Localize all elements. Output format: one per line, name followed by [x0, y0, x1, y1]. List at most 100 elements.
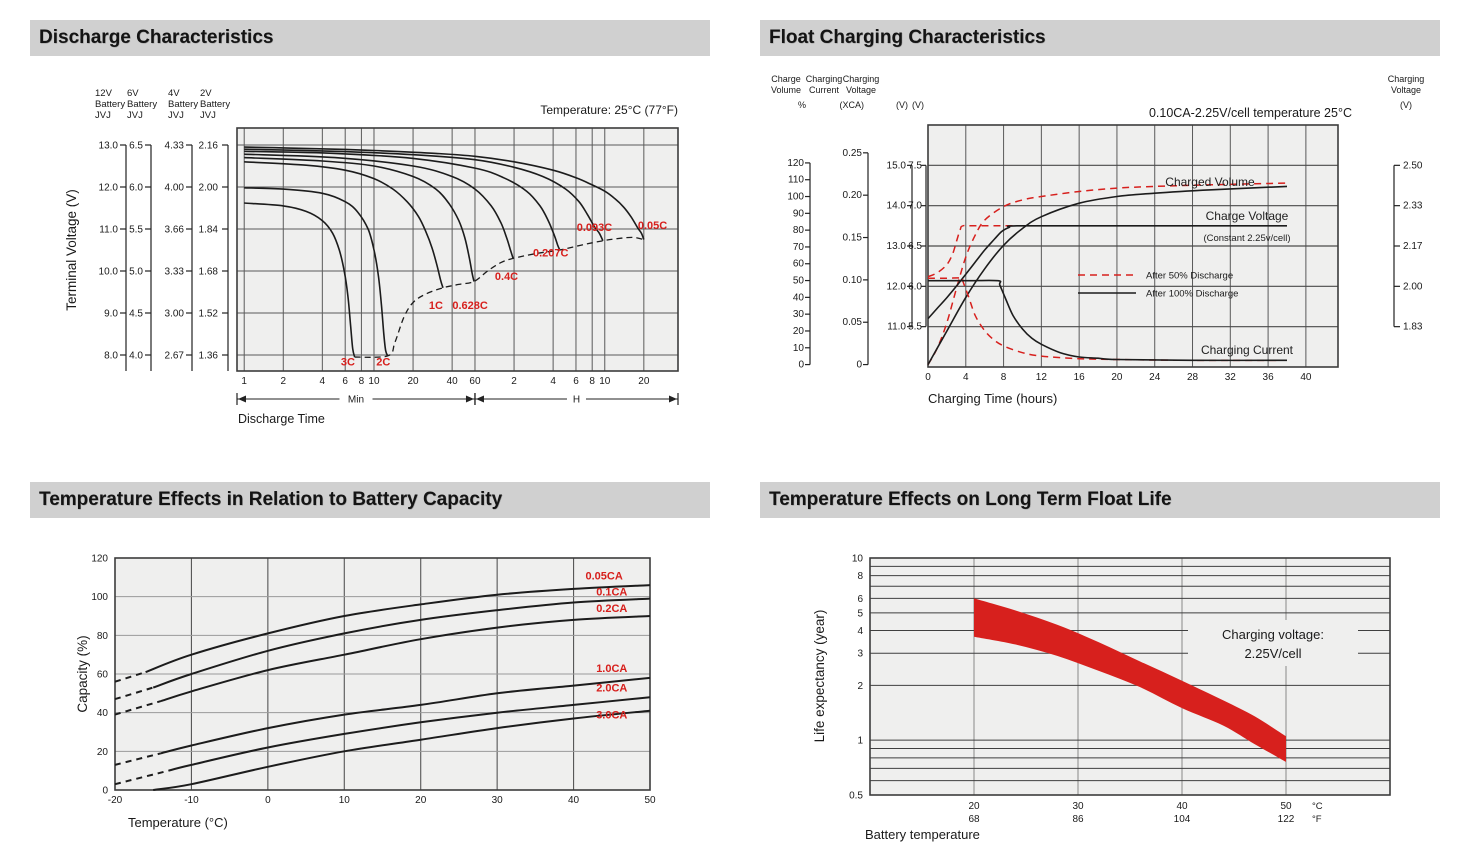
- scale-header: Voltage: [1391, 85, 1421, 95]
- scale-value: 0.20: [843, 190, 863, 201]
- scale-value: 30: [793, 309, 805, 320]
- x-axis-label: Temperature (°C): [128, 815, 228, 830]
- x-tick-label: 8: [359, 376, 365, 387]
- x-tick-label: 50: [644, 795, 656, 806]
- x-axis-label: Charging Time (hours): [928, 391, 1057, 406]
- panel-float-charging: Charged Volume Charge Voltage (Constant 2.…: [760, 20, 1466, 460]
- scale-value: 5.0: [129, 267, 143, 278]
- x-tick-label: 16: [1074, 372, 1086, 383]
- discharge-curve-0.093C: [244, 148, 604, 242]
- chart-label: (Constant 2.25v/cell): [1203, 233, 1290, 244]
- scale-value: 20: [793, 326, 805, 337]
- y-axis-label: Capacity (%): [75, 635, 90, 712]
- scale-value: 8.0: [104, 351, 118, 362]
- x-tick-label: 36: [1263, 372, 1275, 383]
- y-axis-label: Terminal Voltage (V): [64, 189, 79, 311]
- y-tick-label: 0.5: [849, 791, 863, 802]
- capacity-curve-dashed-0.05CA: [114, 671, 146, 683]
- y-tick-label: 20: [97, 747, 109, 758]
- y-axis-label: Life expectancy (year): [812, 610, 827, 743]
- rate-label-1.0CA: 1.0CA: [596, 663, 627, 675]
- annotation-line: 2.25V/cell: [1244, 646, 1301, 661]
- rate-label-0.2CA: 0.2CA: [596, 603, 627, 615]
- x-unit-fahrenheit: °F: [1312, 814, 1322, 825]
- scale-value: 4.0: [129, 351, 143, 362]
- life-expectancy-band: [974, 598, 1286, 762]
- y-tick-label: 10: [852, 554, 864, 565]
- curve-charged-volume-after-100-discharge: [927, 185, 1288, 365]
- scale-header: JVJ: [200, 110, 216, 121]
- scale-value: 1.36: [199, 351, 219, 362]
- scale-header: JVJ: [95, 110, 111, 121]
- y-tick-label: 4: [857, 626, 863, 637]
- curve-charged-volume-after-50-discharge: [927, 182, 1288, 365]
- rate-label-0.207C: 0.207C: [533, 247, 569, 259]
- scale-value: 80: [793, 225, 805, 236]
- scale-header: Battery: [200, 99, 230, 110]
- x-tick-celsius: 40: [1176, 801, 1188, 812]
- discharge-curve-0.05C: [244, 146, 645, 240]
- scale-value: 50: [793, 276, 805, 287]
- rate-label-3.0CA: 3.0CA: [596, 709, 627, 721]
- scale-value: 4.33: [165, 141, 185, 152]
- scale-header: Charging: [843, 74, 880, 84]
- x-tick-celsius: 20: [968, 801, 980, 812]
- scale-value: 0: [856, 360, 862, 371]
- scale-value: 1.83: [1403, 322, 1423, 333]
- scale-header: Charging: [1388, 74, 1425, 84]
- y-tick-label: 2: [857, 681, 863, 692]
- capacity-curve-dashed-0.1CA: [114, 686, 154, 701]
- x-tick-label: 32: [1225, 372, 1237, 383]
- scale-value: 0.25: [843, 148, 863, 159]
- capacity-curve-dashed-0.2CA: [114, 700, 162, 716]
- x-unit-celsius: °C: [1312, 801, 1323, 812]
- y-tick-label: 120: [91, 554, 108, 565]
- temperature-note: Temperature: 25°C (77°F): [540, 103, 678, 117]
- capacity-curve-dashed-2.0CA: [114, 769, 169, 786]
- scale-header: Charge: [771, 74, 801, 84]
- scale-value: 2.16: [199, 141, 219, 152]
- scale-value: 2.50: [1403, 160, 1423, 171]
- x-tick-label: 20: [415, 795, 427, 806]
- section-title: Temperature Effects in Relation to Batte…: [39, 489, 503, 510]
- arrowhead-left: [475, 395, 484, 403]
- capacity-curve-0.05CA: [145, 584, 651, 674]
- plot-border: [869, 557, 1391, 796]
- x-tick-label: 8: [589, 376, 595, 387]
- x-tick-label: 10: [368, 376, 380, 387]
- y-tick-label: 100: [91, 592, 108, 603]
- chart-label: Charging Current: [1201, 343, 1294, 357]
- scale-unit: (V): [896, 100, 908, 110]
- scale-header: 12V: [95, 88, 113, 99]
- scale-value: 10: [793, 343, 805, 354]
- panel-discharge-characteristics: 3C 2C 1C 0.628C 0.4C 0.207C 0.093C 0.05C 12V Batt…: [30, 20, 736, 460]
- float-life-chart: Charging voltage:2.25V/cell1086543210.52…: [812, 554, 1391, 842]
- scale-header: Voltage: [846, 85, 876, 95]
- scale-unit: %: [798, 100, 806, 110]
- x-tick-label: 0: [925, 372, 931, 383]
- unit-label-H: H: [573, 395, 580, 406]
- section-header-temperature-capacity: Temperature Effects in Relation to Batte…: [30, 482, 710, 518]
- scale-value: 5.5: [908, 322, 922, 333]
- float-charging-chart: Charged Volume Charge Voltage (Constant 2.…: [771, 74, 1425, 406]
- scale-value: 3.33: [165, 267, 185, 278]
- scale-value: 3.00: [165, 309, 185, 320]
- scale-header: Battery: [95, 99, 125, 110]
- section-title: Float Charging Characteristics: [769, 27, 1046, 48]
- scale-value: 6.5: [129, 141, 143, 152]
- section-title: Temperature Effects on Long Term Float L…: [769, 489, 1172, 510]
- x-tick-celsius: 50: [1280, 801, 1292, 812]
- discharge-curve-1C: [244, 161, 444, 289]
- x-tick-label: 60: [469, 376, 481, 387]
- x-tick-label: 12: [1036, 372, 1048, 383]
- x-tick-label: 20: [638, 376, 650, 387]
- x-tick-label: 6: [573, 376, 579, 387]
- unit-label-bg: [566, 392, 586, 406]
- discharge-curve-2C: [244, 187, 389, 357]
- x-tick-label: -10: [184, 795, 199, 806]
- x-tick-label: 2: [511, 376, 517, 387]
- condition-note: 0.10CA-2.25V/cell temperature 25°C: [1149, 106, 1352, 120]
- scale-unit: (V): [1400, 100, 1412, 110]
